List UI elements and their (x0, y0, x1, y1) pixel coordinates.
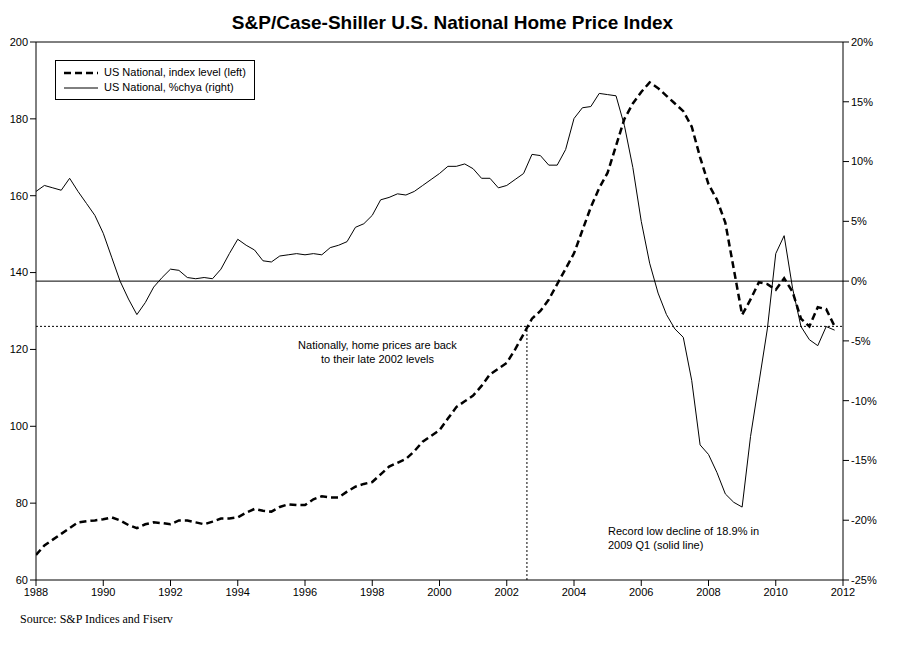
svg-text:-5%: -5% (851, 335, 871, 347)
html-text:Record low decline of 18.9% in: Record low decline of 18.9% in 2009 Q1 (… (608, 525, 759, 551)
svg-text:15%: 15% (851, 96, 873, 108)
svg-text:10%: 10% (851, 155, 873, 167)
svg-text:2008: 2008 (696, 586, 720, 598)
svg-text:1996: 1996 (293, 586, 317, 598)
svg-text:120: 120 (10, 343, 28, 355)
svg-text:2006: 2006 (629, 586, 653, 598)
svg-text:-25%: -25% (851, 574, 877, 586)
html-text:S&P/Case-Shiller U.S. National: S&P/Case-Shiller U.S. National Home Pric… (231, 12, 674, 33)
svg-text:2002: 2002 (495, 586, 519, 598)
svg-text:1990: 1990 (91, 586, 115, 598)
svg-text:2000: 2000 (427, 586, 451, 598)
svg-text:140: 140 (10, 266, 28, 278)
svg-text:20%: 20% (851, 38, 873, 48)
svg-text:2004: 2004 (562, 586, 586, 598)
html-text:Nationally, home prices are ba: Nationally, home prices are back to thei… (298, 339, 457, 365)
svg-text:-20%: -20% (851, 514, 877, 526)
svg-text:1992: 1992 (158, 586, 182, 598)
svg-text:180: 180 (10, 113, 28, 125)
svg-text:5%: 5% (851, 215, 867, 227)
svg-text:-15%: -15% (851, 454, 877, 466)
html-text:Source: S&P Indices and Fiserv: Source: S&P Indices and Fiserv (20, 612, 173, 626)
html-text:US National, %chya (right): US National, %chya (right) (104, 81, 234, 93)
svg-text:-10%: -10% (851, 395, 877, 407)
svg-text:80: 80 (16, 497, 28, 509)
svg-text:2010: 2010 (764, 586, 788, 598)
svg-text:2012: 2012 (831, 586, 855, 598)
html-text:US National, index level (left: US National, index level (left) (104, 66, 246, 78)
svg-text:1988: 1988 (24, 586, 48, 598)
svg-text:1998: 1998 (360, 586, 384, 598)
svg-text:160: 160 (10, 190, 28, 202)
svg-text:100: 100 (10, 420, 28, 432)
svg-text:60: 60 (16, 574, 28, 586)
svg-text:1994: 1994 (226, 586, 250, 598)
svg-text:0%: 0% (851, 275, 867, 287)
svg-text:200: 200 (10, 38, 28, 48)
